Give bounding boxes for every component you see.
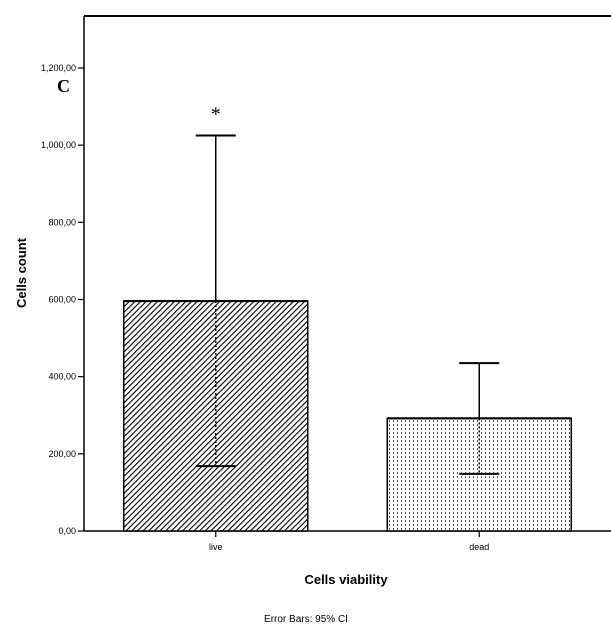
y-tick-label: 400,00 — [48, 372, 76, 382]
x-tick-label: dead — [469, 542, 489, 552]
significance-mark: * — [211, 104, 221, 126]
bar-live — [123, 300, 309, 532]
y-tick-label: 0,00 — [58, 526, 76, 536]
y-tick-label: 200,00 — [48, 449, 76, 459]
y-tick-label: 600,00 — [48, 295, 76, 305]
x-tick-label: live — [209, 542, 223, 552]
x-axis-title: Cells viability — [304, 572, 388, 587]
y-axis-title: Cells count — [14, 237, 29, 308]
panel-label: C — [57, 76, 70, 96]
y-tick-label: 800,00 — [48, 217, 76, 227]
y-tick-label: 1,200,00 — [41, 63, 76, 73]
y-tick-label: 1,000,00 — [41, 140, 76, 150]
error-bars-footnote: Error Bars: 95% CI — [264, 614, 348, 625]
